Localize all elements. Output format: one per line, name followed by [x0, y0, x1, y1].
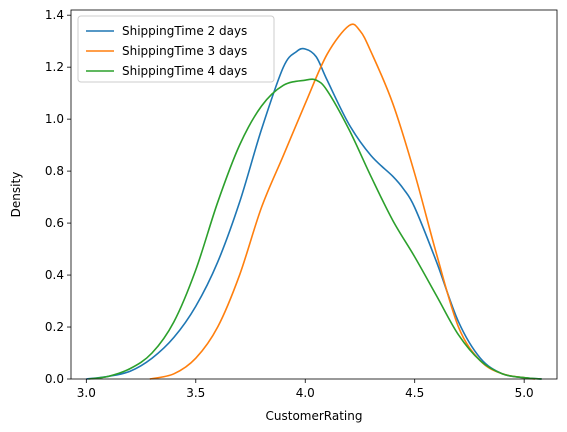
- y-tick-label: 0.4: [45, 268, 64, 282]
- y-axis-label: Density: [9, 172, 23, 218]
- legend: ShippingTime 2 days ShippingTime 3 days Sh…: [77, 15, 275, 83]
- y-tick-label: 0.8: [45, 164, 64, 178]
- legend-box: [77, 15, 275, 83]
- x-tick-label: 4.5: [405, 386, 424, 400]
- y-axis: 0.0 0.2 0.4 0.6 0.8 1.0 1.2 1.4: [45, 8, 71, 386]
- y-tick-label: 0.2: [45, 320, 64, 334]
- y-tick-label: 1.2: [45, 60, 64, 74]
- legend-label: ShippingTime 3 days: [122, 44, 247, 58]
- y-tick-label: 0.0: [45, 372, 64, 386]
- y-tick-label: 0.6: [45, 216, 64, 230]
- x-tick-label: 3.0: [77, 386, 96, 400]
- series-line-1: [86, 47, 542, 380]
- series-group: [86, 23, 542, 380]
- legend-label: ShippingTime 2 days: [122, 24, 247, 38]
- x-tick-label: 5.0: [515, 386, 534, 400]
- x-tick-label: 3.5: [186, 386, 205, 400]
- x-tick-label: 4.0: [296, 386, 315, 400]
- y-tick-label: 1.0: [45, 112, 64, 126]
- x-axis-label: CustomerRating: [266, 409, 363, 423]
- legend-label: ShippingTime 4 days: [122, 64, 247, 78]
- y-tick-label: 1.4: [45, 8, 64, 22]
- series-line-3: [88, 78, 542, 380]
- plot-frame: [70, 9, 558, 380]
- x-axis: 3.0 3.5 4.0 4.5 5.0: [77, 379, 534, 400]
